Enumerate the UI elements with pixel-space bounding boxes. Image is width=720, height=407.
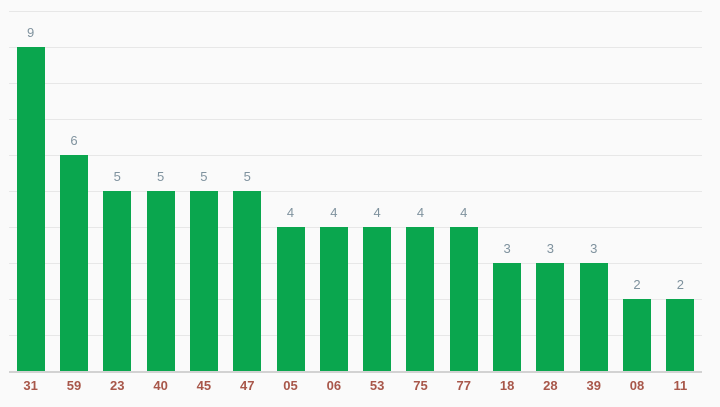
bar-value-label-53: 4	[373, 205, 381, 220]
gridline-y5	[9, 191, 702, 192]
bar-40[interactable]	[146, 191, 175, 371]
x-tick-label-06: 06	[326, 378, 342, 393]
bar-75[interactable]	[406, 227, 435, 371]
x-tick-label-23: 23	[110, 378, 125, 393]
bar-value-label-39: 3	[590, 241, 598, 256]
x-tick-label-59: 59	[66, 378, 82, 393]
bar-value-label-08: 2	[633, 277, 641, 292]
bar-value-label-59: 6	[70, 133, 78, 148]
gridline-y2	[9, 299, 702, 300]
x-tick-label-45: 45	[196, 378, 212, 393]
bar-59[interactable]	[59, 155, 88, 371]
x-tick-label-11: 11	[673, 378, 688, 393]
bar-value-label-31: 9	[27, 25, 35, 40]
gridline-y3	[9, 263, 702, 264]
x-tick-label-39: 39	[586, 378, 601, 393]
bar-value-label-77: 4	[460, 205, 468, 220]
x-tick-label-18: 18	[499, 378, 515, 393]
gridline-y4	[9, 227, 702, 228]
x-tick-label-77: 77	[456, 378, 472, 393]
x-tick-label-28: 28	[543, 378, 558, 393]
bar-28[interactable]	[536, 263, 565, 371]
bar-77[interactable]	[449, 227, 478, 371]
bar-53[interactable]	[363, 227, 392, 371]
bar-11[interactable]	[666, 299, 695, 371]
x-tick-label-05: 05	[283, 378, 298, 393]
bar-value-label-28: 3	[546, 241, 555, 256]
plot-area: 9 31 6 59 5 23 5 40 5 45 5 47 4 05 4 06 4 53 4 75 4 77 3 18 3 28 3…	[9, 0, 702, 407]
gridline-y10	[9, 11, 702, 12]
gridline-y1	[9, 335, 702, 336]
bar-39[interactable]	[579, 263, 608, 371]
x-tick-label-31: 31	[23, 378, 38, 393]
gridline-y8	[9, 83, 702, 84]
bar-value-label-05: 4	[286, 205, 295, 220]
bar-47[interactable]	[233, 191, 262, 371]
x-tick-label-40: 40	[153, 378, 168, 393]
bar-05[interactable]	[276, 227, 305, 371]
bar-value-label-47: 5	[243, 169, 251, 184]
bar-08[interactable]	[623, 299, 652, 371]
x-tick-label-75: 75	[413, 378, 428, 393]
gridline-y9	[9, 47, 702, 48]
bar-value-label-40: 5	[156, 169, 165, 184]
x-tick-label-08: 08	[629, 378, 645, 393]
bar-value-label-18: 3	[503, 241, 511, 256]
bar-value-label-06: 4	[330, 205, 338, 220]
x-axis-line	[9, 371, 702, 373]
bar-value-label-45: 5	[200, 169, 208, 184]
bar-value-label-23: 5	[113, 169, 121, 184]
bar-value-label-11: 2	[676, 277, 684, 292]
gridline-y6	[9, 155, 702, 156]
bar-value-label-75: 4	[416, 205, 425, 220]
bar-06[interactable]	[319, 227, 348, 371]
x-tick-label-53: 53	[369, 378, 385, 393]
bar-18[interactable]	[493, 263, 522, 371]
bar-23[interactable]	[103, 191, 132, 371]
bar-31[interactable]	[16, 47, 45, 371]
x-tick-label-47: 47	[239, 378, 255, 393]
bar-45[interactable]	[189, 191, 218, 371]
gridline-y7	[9, 119, 702, 120]
